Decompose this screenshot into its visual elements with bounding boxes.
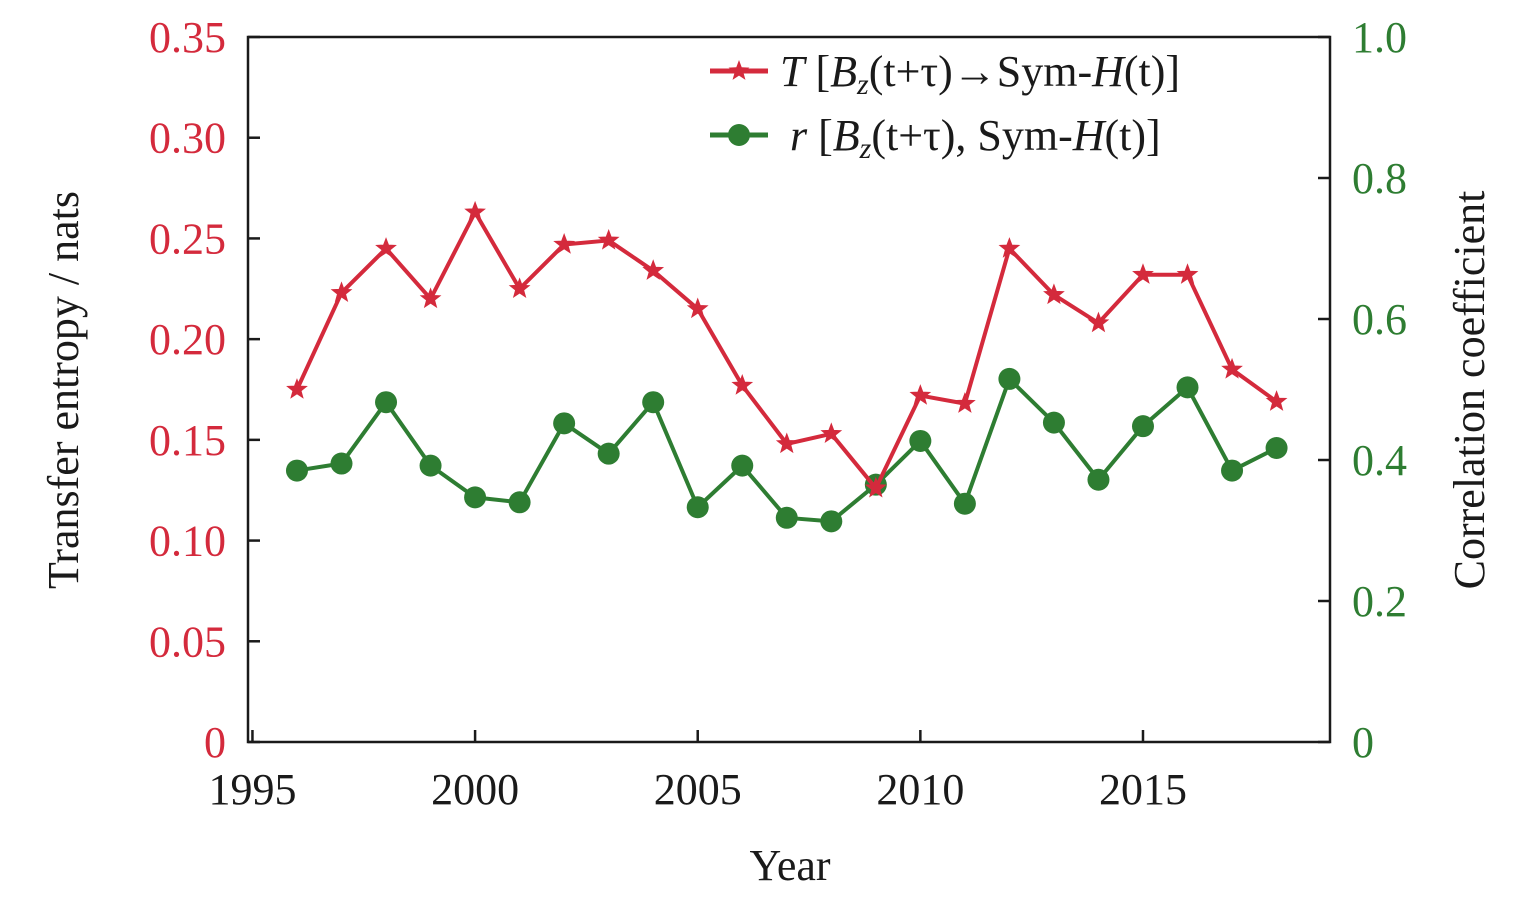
- correlation-point: [1221, 459, 1244, 482]
- correlation-point: [775, 506, 798, 529]
- transfer-entropy-point: [419, 287, 442, 309]
- transfer-entropy-point: [553, 233, 576, 254]
- legend-entry-transfer-entropy: T [Bz(t+τ)→Sym-H(t)]: [710, 47, 1180, 101]
- correlation-line: [296, 376, 1278, 524]
- right-y-tick-label: 0.6: [1352, 295, 1407, 344]
- x-tick-label: 1995: [208, 765, 296, 814]
- correlation-point: [553, 412, 576, 435]
- transfer-entropy-point: [775, 432, 798, 454]
- legend-star-marker: [728, 60, 750, 80]
- correlation-point: [597, 442, 620, 465]
- correlation-point: [820, 510, 843, 533]
- transfer-entropy-point: [954, 392, 976, 413]
- correlation-point: [1087, 468, 1110, 491]
- correlation-point: [1265, 437, 1288, 460]
- transfer-entropy-point: [1043, 283, 1065, 305]
- correlation-point: [998, 367, 1021, 390]
- series-transfer-entropy: [286, 200, 1288, 498]
- transfer-entropy-point: [909, 384, 932, 405]
- transfer-entropy-point: [1221, 357, 1243, 379]
- series-correlation: [285, 367, 1288, 533]
- right-y-tick-label: 1.0: [1352, 13, 1407, 62]
- right-y-tick-label: 0: [1352, 718, 1374, 767]
- right-y-tick-label: 0.2: [1352, 577, 1407, 626]
- correlation-point: [642, 391, 665, 414]
- transfer-entropy-point: [508, 277, 531, 299]
- correlation-point: [909, 429, 932, 452]
- left-y-tick-label: 0.25: [149, 214, 226, 263]
- series-layer: [285, 200, 1288, 533]
- legend-circle-marker: [728, 124, 750, 146]
- transfer-entropy-point: [998, 237, 1021, 258]
- left-y-axis-title: Transfer entropy / nats: [39, 191, 88, 589]
- correlation-point: [508, 491, 531, 514]
- legend-label-correlation: r [Bz(t+τ), Sym-H(t)]: [790, 111, 1161, 165]
- transfer-entropy-point: [864, 476, 887, 498]
- transfer-entropy-point: [1265, 390, 1288, 411]
- correlation-point: [686, 496, 709, 519]
- right-y-tick-label: 0.4: [1352, 436, 1407, 485]
- correlation-point: [285, 459, 308, 482]
- right-y-axis-title: Correlation coefficient: [1445, 191, 1494, 590]
- right-y-tick-labels: 0 0.2 0.4 0.6 0.8 1.0: [1352, 13, 1407, 767]
- correlation-point: [330, 452, 353, 475]
- left-y-tick-label: 0.05: [149, 617, 226, 666]
- transfer-entropy-point: [286, 378, 308, 399]
- correlation-point: [1176, 376, 1199, 399]
- x-tick-label: 2005: [654, 765, 742, 814]
- legend-label-transfer-entropy: T [Bz(t+τ)→Sym-H(t)]: [780, 47, 1180, 101]
- correlation-point: [1042, 411, 1065, 434]
- plot-frame: [246, 35, 1332, 744]
- transfer-entropy-point: [642, 259, 665, 280]
- transfer-entropy-point: [330, 281, 353, 303]
- correlation-point: [419, 454, 442, 477]
- transfer-entropy-point: [375, 237, 397, 258]
- x-axis-title: Year: [749, 841, 830, 890]
- x-tick-labels: 1995 2000 2005 2010 2015: [208, 765, 1187, 814]
- transfer-entropy-point: [1132, 263, 1154, 284]
- right-y-tick-label: 0.8: [1352, 154, 1407, 203]
- left-y-tick-label: 0.20: [149, 315, 226, 364]
- legend-star-shape: [728, 60, 750, 80]
- correlation-point: [1131, 415, 1154, 438]
- legend-entry-correlation: r [Bz(t+τ), Sym-H(t)]: [710, 111, 1161, 165]
- legend: T [Bz(t+τ)→Sym-H(t)] r [Bz(t+τ), Sym-H(t…: [710, 47, 1180, 165]
- x-tick-label: 2015: [1099, 765, 1187, 814]
- left-y-tick-labels: 0 0.05 0.10 0.15 0.20 0.25 0.30 0.35: [149, 13, 226, 767]
- transfer-entropy-point: [464, 200, 486, 222]
- correlation-point: [464, 486, 487, 509]
- correlation-point: [731, 454, 754, 477]
- transfer-entropy-point: [1087, 311, 1110, 333]
- axis-ticks: [248, 35, 1330, 744]
- x-tick-label: 2010: [876, 765, 964, 814]
- correlation-point: [953, 492, 976, 515]
- left-y-tick-label: 0.35: [149, 13, 226, 62]
- left-y-tick-label: 0: [204, 718, 226, 767]
- transfer-entropy-point: [731, 374, 754, 395]
- left-y-tick-label: 0.10: [149, 517, 226, 566]
- left-y-tick-label: 0.30: [149, 114, 226, 163]
- transfer-entropy-point: [686, 297, 709, 319]
- left-y-tick-label: 0.15: [149, 416, 226, 465]
- x-tick-label: 2000: [431, 765, 519, 814]
- transfer-entropy-point: [597, 229, 620, 250]
- transfer-entropy-point: [1176, 263, 1199, 284]
- transfer-entropy-point: [820, 422, 843, 444]
- correlation-point: [375, 391, 398, 414]
